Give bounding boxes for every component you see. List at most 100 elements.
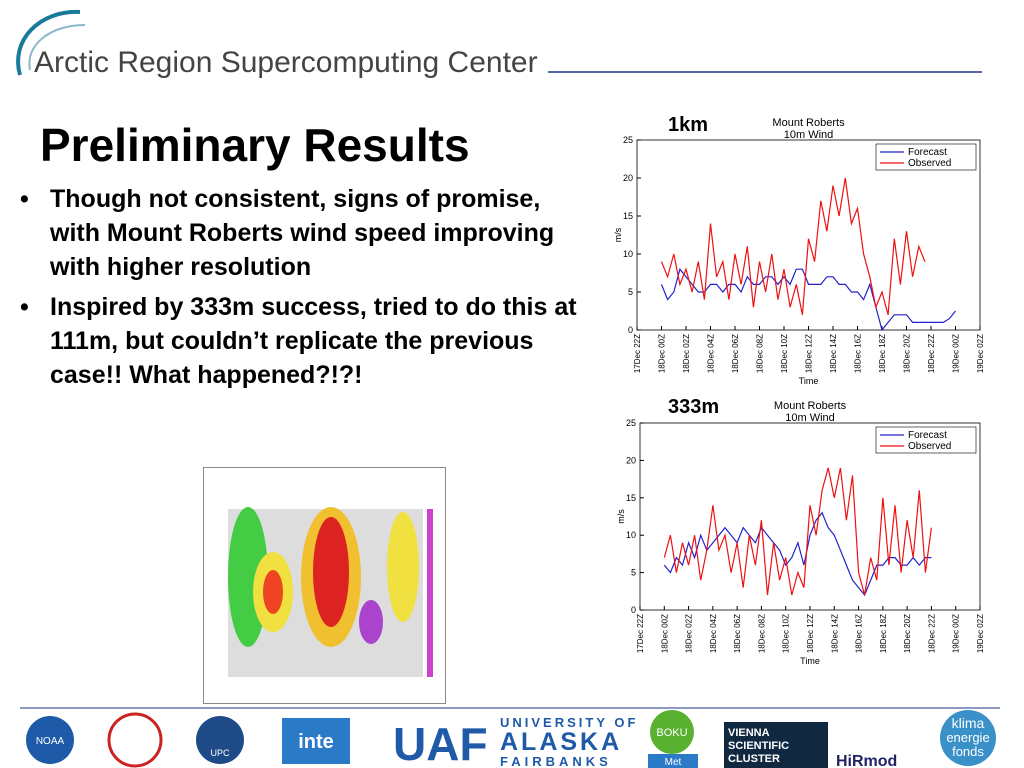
x-tick-label: 19Dec 02Z [976,614,985,653]
x-axis-label: Time [799,376,819,386]
logo-text: inte [298,731,334,753]
y-tick-label: 10 [623,249,633,259]
bullets: Though not consistent, signs of promise,… [8,182,578,398]
chart-label: 333m [668,396,719,418]
y-tick-label: 0 [631,605,636,615]
chart-title: 10m Wind [785,412,835,424]
legend-label: Forecast [908,147,947,158]
x-tick-label: 19Dec 00Z [952,614,961,653]
logo [107,712,163,768]
x-tick-label: 17Dec 22Z [636,614,645,653]
y-axis-label: m/s [616,509,626,524]
x-tick-label: 18Dec 14Z [830,614,839,653]
logo-text: klima [952,715,985,731]
x-tick-label: 18Dec 12Z [805,334,814,373]
series-line [663,467,932,596]
y-tick-label: 0 [628,325,633,335]
header-title: Arctic Region Supercomputing Center [34,46,538,79]
logo [196,716,244,764]
x-tick-label: 18Dec 06Z [733,614,742,653]
logo-text: UAF [393,718,488,768]
header: Arctic Region Supercomputing Center [16,9,982,79]
x-tick-label: 18Dec 00Z [660,614,669,653]
y-tick-label: 10 [626,530,636,540]
logo-text: UNIVERSITY OF [500,715,638,730]
x-tick-label: 18Dec 00Z [658,334,667,373]
y-tick-label: 5 [628,287,633,297]
y-tick-label: 15 [626,493,636,503]
logo-text: VIENNA [728,727,770,739]
x-tick-label: 18Dec 22Z [927,614,936,653]
chart-title: Mount Roberts [774,400,847,412]
logo-text: energie [946,730,989,745]
logo [26,716,74,764]
plot-frame [639,422,981,611]
contour [387,512,419,622]
y-tick-label: 25 [623,135,633,145]
chart-title: Mount Roberts [772,117,845,129]
logo [650,710,694,754]
y-tick-label: 25 [626,418,636,428]
logo [940,710,996,766]
logo [282,718,350,764]
logo-text: HiRmod [836,753,897,768]
x-tick-label: 18Dec 02Z [682,334,691,373]
contour [313,517,349,627]
bullet: Inspired by 333m success, tried to do th… [8,290,578,392]
y-axis-label: m/s [613,227,623,242]
logo [724,722,828,768]
x-tick-label: 18Dec 06Z [731,334,740,373]
cross-section-image [203,467,446,704]
x-tick-label: 18Dec 16Z [854,334,863,373]
x-tick-label: 18Dec 18Z [879,614,888,653]
slide-title: Preliminary Results [40,119,470,171]
y-tick-label: 5 [631,568,636,578]
series-line [663,511,932,597]
x-tick-label: 18Dec 18Z [878,334,887,373]
x-tick-label: 18Dec 10Z [780,334,789,373]
x-tick-label: 18Dec 20Z [903,334,912,373]
y-tick-label: 20 [626,455,636,465]
x-tick-label: 18Dec 12Z [806,614,815,653]
x-tick-label: 18Dec 22Z [927,334,936,373]
chart-title: 10m Wind [784,129,834,141]
x-tick-label: 18Dec 10Z [782,614,791,653]
logo-text: UPC [210,748,230,758]
logo-text: SCIENTIFIC [728,740,789,752]
legend-label: Observed [908,441,951,452]
logo-text: Met [665,757,682,768]
x-tick-label: 18Dec 04Z [707,334,716,373]
x-axis-label: Time [800,656,820,666]
logo-arc [16,9,81,76]
x-tick-label: 19Dec 00Z [952,334,961,373]
legend-box [875,143,977,171]
x-tick-label: 19Dec 02Z [976,334,985,373]
legend-box [875,426,977,454]
footer: NOAA UPC inte UAF UNIVERSITY OF ALASKA F… [20,707,1000,768]
x-tick-label: 18Dec 08Z [756,334,765,373]
logo-text: NOAA [36,736,65,747]
x-tick-label: 17Dec 22Z [633,334,642,373]
plot-frame [636,139,981,331]
y-tick-label: 15 [623,211,633,221]
logo-text: FAIRBANKS [500,754,612,768]
logo-text: CLUSTER [728,753,780,765]
series-line [660,177,926,315]
x-tick-label: 18Dec 02Z [685,614,694,653]
logo [648,754,698,768]
series-line [660,267,956,332]
y-tick-label: 20 [623,173,633,183]
contour [359,600,383,644]
legend-label: Observed [908,158,951,169]
colorbar [427,509,433,677]
legend-label: Forecast [908,430,947,441]
x-tick-label: 18Dec 14Z [829,334,838,373]
bullet: Though not consistent, signs of promise,… [8,182,578,284]
logo-text: fonds [952,744,984,759]
x-tick-label: 18Dec 08Z [757,614,766,653]
contour [263,570,283,614]
logo-text: ALASKA [500,728,622,756]
x-tick-label: 18Dec 20Z [903,614,912,653]
